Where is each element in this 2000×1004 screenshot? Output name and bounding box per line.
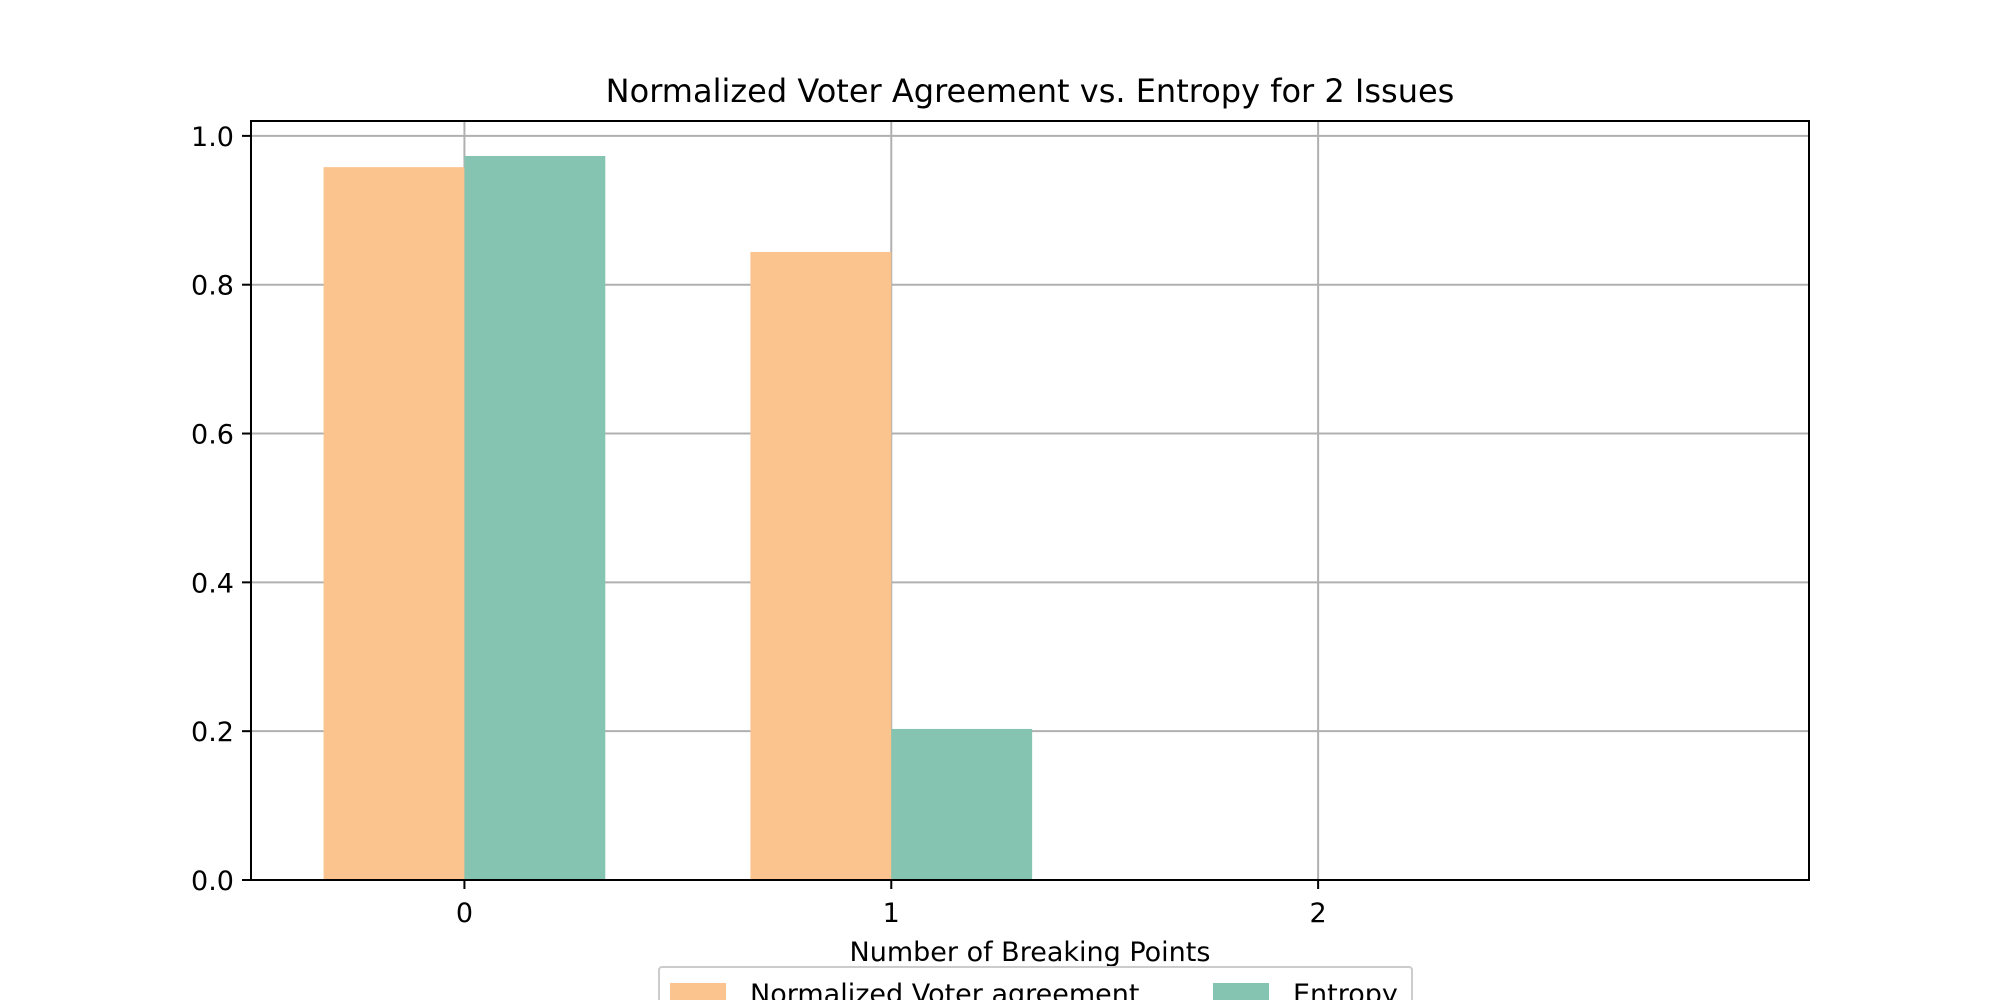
legend-label: Entropy: [1293, 979, 1398, 1000]
x-axis-label: Number of Breaking Points: [850, 937, 1211, 968]
legend: Normalized Voter agreement Entropy: [658, 966, 1413, 1004]
bar-voter-agreement-1: [750, 251, 892, 880]
y-tick-label: 0.4: [191, 568, 234, 599]
bar-entropy-1: [891, 728, 1033, 880]
bars: [323, 155, 1033, 881]
x-axis: 0 1 2: [456, 880, 1327, 929]
y-tick-label: 0.6: [191, 420, 234, 451]
bar-entropy-0: [464, 155, 606, 881]
x-tick-label: 1: [883, 898, 900, 929]
y-tick-label: 0.0: [191, 866, 234, 897]
plot-frame: [250, 120, 1810, 881]
legend-label: Normalized Voter agreement: [750, 979, 1140, 1000]
legend-swatch: [1213, 983, 1269, 1003]
y-tick-label: 0.8: [191, 271, 234, 302]
y-axis: 0.0 0.2 0.4 0.6 0.8 1.0: [191, 122, 251, 897]
y-tick-label: 1.0: [191, 122, 234, 153]
legend-swatch: [670, 983, 726, 1003]
x-tick-label: 0: [456, 898, 473, 929]
y-tick-label: 0.2: [191, 717, 234, 748]
chart-title: Normalized Voter Agreement vs. Entropy f…: [606, 72, 1455, 110]
x-tick-label: 2: [1310, 898, 1327, 929]
bar-voter-agreement-0: [323, 167, 465, 880]
